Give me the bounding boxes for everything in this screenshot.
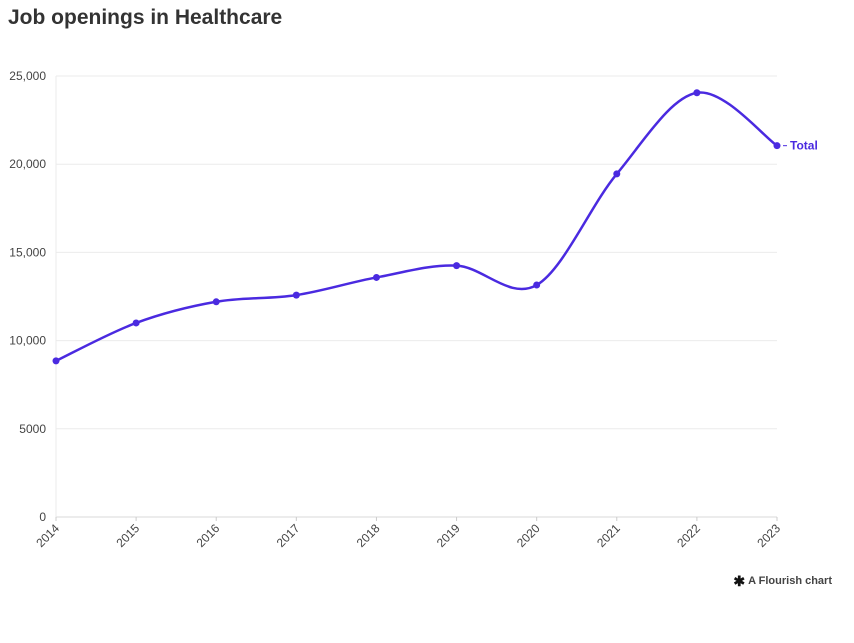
data-point [533, 281, 541, 289]
x-tick-label: 2017 [274, 521, 303, 550]
x-tick-label: 2015 [113, 521, 142, 550]
data-point [212, 298, 220, 306]
x-tick-label: 2022 [674, 521, 703, 550]
data-point [52, 357, 60, 365]
x-tick-label: 2018 [354, 521, 383, 550]
x-tick-label: 2016 [194, 521, 223, 550]
y-tick-label: 10,000 [9, 334, 46, 348]
flourish-credit[interactable]: ✱ A Flourish chart [733, 574, 832, 588]
data-point [292, 291, 300, 299]
series-line-total [54, 91, 779, 363]
series-label-total: Total [790, 139, 818, 153]
x-tick-label: 2023 [754, 521, 783, 550]
credit-text: A Flourish chart [748, 575, 832, 587]
data-point [773, 142, 781, 150]
x-tick-label: 2014 [33, 521, 62, 550]
data-point [132, 319, 140, 327]
data-point [372, 273, 380, 281]
chart-title: Job openings in Healthcare [8, 6, 283, 29]
y-tick-label: 0 [39, 510, 46, 524]
data-point [453, 262, 461, 270]
x-tick-label: 2019 [434, 521, 463, 550]
y-tick-label: 25,000 [9, 69, 46, 83]
x-tick-label: 2021 [594, 521, 623, 550]
flourish-asterisk-icon: ✱ [733, 573, 746, 589]
data-point [693, 89, 701, 97]
x-tick-label: 2020 [514, 521, 543, 550]
data-point [613, 170, 621, 178]
y-tick-label: 5000 [19, 422, 46, 436]
line-chart: 0 5000 10,000 15,000 20,000 25,000 2014 2015 201… [9, 69, 818, 550]
y-tick-label: 15,000 [9, 245, 46, 259]
y-tick-label: 20,000 [9, 157, 46, 171]
